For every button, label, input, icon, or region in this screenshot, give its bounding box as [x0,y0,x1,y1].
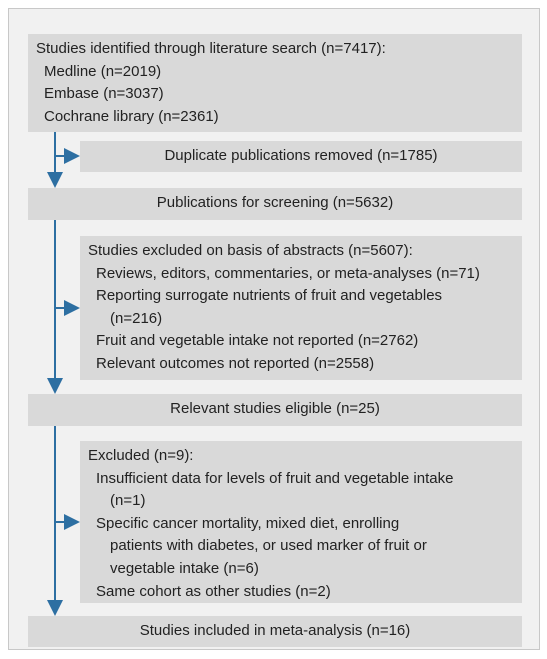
box: Relevant studies eligible (n=25) [28,394,522,426]
box-item: Specific cancer mortality, mixed diet, e… [96,514,400,532]
box-item: Same cohort as other studies (n=2) [96,582,331,600]
box-item: Relevant outcomes not reported (n=2558) [96,354,375,372]
box: Duplicate publications removed (n=1785) [80,141,522,172]
box-item: Insufficient data for levels of fruit an… [96,469,454,487]
box-heading: Studies identified through literature se… [36,40,386,57]
box-text: Relevant studies eligible (n=25) [170,400,380,417]
box-text: Publications for screening (n=5632) [156,194,394,211]
box-item: patients with diabetes, or used marker o… [110,537,427,555]
box: Studies excluded on basis of abstracts (… [80,236,522,380]
box: Studies identified through literature se… [28,34,522,132]
box-item: Medline (n=2019) [44,62,162,80]
box-item: (n=1) [110,492,146,510]
box: Studies included in meta-analysis (n=16) [28,616,522,647]
box-heading: Studies excluded on basis of abstracts (… [88,242,413,259]
box-text: Studies included in meta-analysis (n=16) [139,622,411,639]
box: Publications for screening (n=5632) [28,188,522,220]
box-item: (n=216) [110,309,163,327]
box-text: Duplicate publications removed (n=1785) [164,147,438,164]
box: Excluded (n=9): Insufficient data for le… [80,441,522,603]
box-item: vegetable intake (n=6) [110,559,259,577]
box-item: Reporting surrogate nutrients of fruit a… [96,287,443,305]
box-heading: Excluded (n=9): [88,447,194,464]
box-item: Embase (n=3037) [44,85,164,103]
box-item: Cochrane library (n=2361) [44,107,219,125]
box-item: Fruit and vegetable intake not reported … [96,332,419,350]
box-item: Reviews, editors, commentaries, or meta-… [96,264,480,282]
